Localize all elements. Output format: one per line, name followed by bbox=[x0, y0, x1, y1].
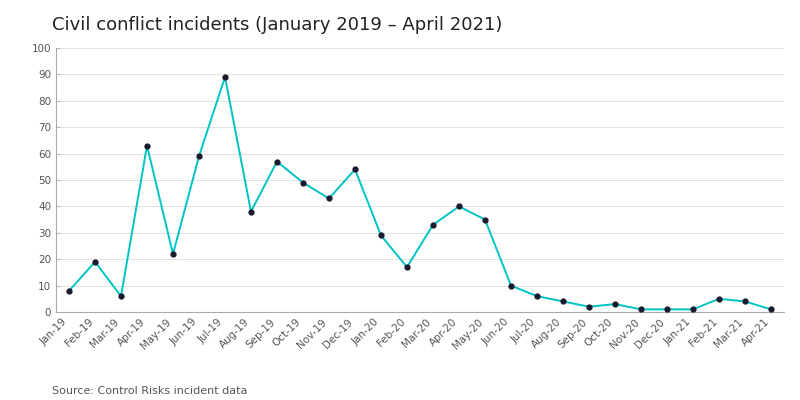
Text: Source: Control Risks incident data: Source: Control Risks incident data bbox=[52, 386, 247, 396]
Text: Civil conflict incidents (January 2019 – April 2021): Civil conflict incidents (January 2019 –… bbox=[52, 16, 502, 34]
